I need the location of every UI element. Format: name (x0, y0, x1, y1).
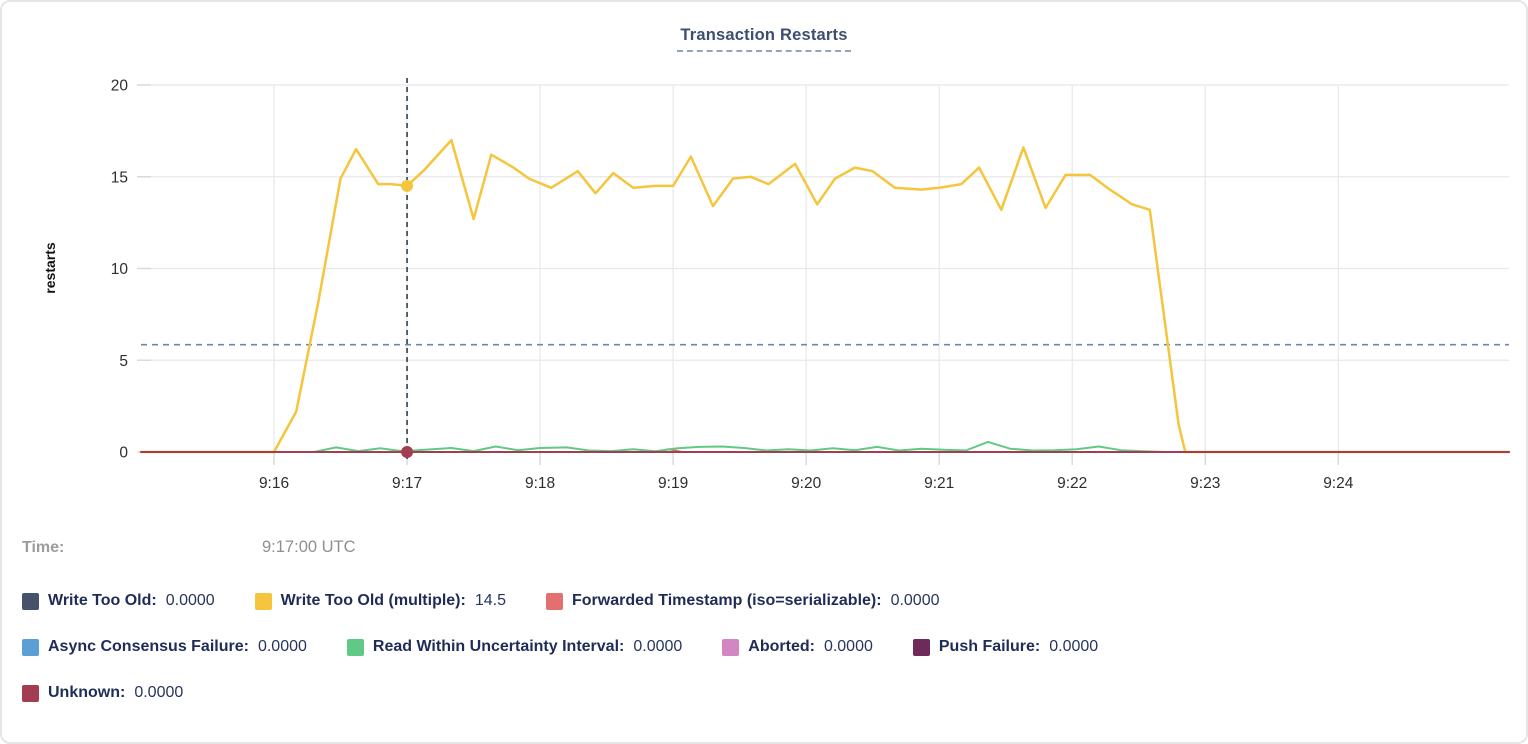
series-line-read-within-uncertainty-interval (140, 440, 1510, 453)
series-line-write-too-old-multiple (139, 138, 1511, 454)
legend-item: Unknown: 0.0000 (22, 684, 183, 702)
legend-row: Write Too Old: 0.0000 Write Too Old (multi… (22, 588, 1506, 614)
chart-title[interactable]: Transaction Restarts (677, 26, 851, 52)
x-tick-label: 9:21 (924, 475, 954, 492)
x-tick-label: 9:22 (1057, 475, 1087, 492)
crosshair-marker (401, 446, 414, 458)
x-tick-label: 9:16 (259, 475, 289, 492)
legend-item: Push Failure: 0.0000 (912, 638, 1099, 656)
legend-item: Async Consensus Failure: 0.0000 (22, 638, 307, 656)
legend-item: Write Too Old (multiple): 14.5 (254, 592, 506, 610)
legend-item: Forwarded Timestamp (iso=serializable): 0… (545, 592, 940, 610)
legend-swatch (22, 638, 39, 656)
chart-title-wrap: Transaction Restarts (2, 26, 1526, 52)
legend-swatch (346, 638, 364, 656)
legend-series-label: Write Too Old (multiple): (280, 592, 466, 609)
legend-series-label: Push Failure: (938, 638, 1041, 655)
legend-series-value: 0.0000 (633, 638, 683, 655)
x-tick-label: 9:20 (791, 475, 822, 492)
legend-series-value: 0.0000 (165, 592, 215, 609)
y-tick-label: 0 (119, 445, 128, 462)
crosshair-marker (401, 179, 414, 192)
legend-swatch (22, 684, 39, 702)
time-label: Time: (22, 539, 65, 556)
legend-series-value: 0.0000 (823, 638, 873, 655)
chart-plot[interactable]: 0 5 10 15 20 9:16 9:17 9:18 9:19 9:20 9:21 9:22 9:23… (2, 2, 1528, 507)
x-tick-label: 9:23 (1190, 475, 1220, 492)
y-tick-label: 10 (111, 261, 129, 278)
x-tick-label: 9:17 (392, 475, 422, 492)
legend-series-label: Unknown: (48, 684, 126, 701)
legend-series-label: Async Consensus Failure: (48, 638, 249, 655)
legend-series-label: Aborted: (748, 638, 815, 655)
legend-series-label: Forwarded Timestamp (iso=serializable): (571, 592, 882, 609)
legend-item: Read Within Uncertainty Interval: 0.0000 (346, 638, 683, 656)
time-row: Time: 9:17:00 UTC (22, 538, 1506, 564)
x-tick-label: 9:18 (525, 475, 555, 492)
legend-series-value: 0.0000 (257, 638, 307, 655)
y-axis-label: restarts (42, 242, 58, 294)
legend-swatch (545, 592, 563, 610)
y-tick-label: 15 (111, 169, 128, 186)
x-tick-label: 9:24 (1323, 475, 1354, 492)
legend-swatch (912, 638, 930, 656)
y-tick-label: 20 (111, 78, 129, 95)
legend-item: Aborted: 0.0000 (722, 638, 873, 656)
legend-series-value: 0.0000 (134, 684, 184, 701)
legend-item: Write Too Old: 0.0000 (22, 592, 215, 610)
legend-row: Async Consensus Failure: 0.0000 Read Withi… (22, 634, 1506, 660)
legend-swatch (722, 638, 740, 656)
legend-swatch (22, 592, 39, 610)
legend-series-label: Write Too Old: (48, 592, 157, 609)
x-tick-label: 9:19 (658, 475, 688, 492)
time-value: 9:17:00 UTC (262, 538, 356, 556)
legend-series-value: 0.0000 (890, 592, 940, 609)
legend-swatch (254, 592, 272, 610)
legend-series-value: 14.5 (474, 592, 506, 609)
y-tick-label: 5 (119, 353, 128, 370)
legend-row: Unknown: 0.0000 (22, 680, 1506, 706)
legend: Write Too Old: 0.0000 Write Too Old (multi… (22, 588, 1506, 706)
legend-series-value: 0.0000 (1049, 638, 1099, 655)
tooltip-readout: Time: 9:17:00 UTC Write Too Old: 0.0000 Wr… (22, 538, 1506, 726)
legend-series-label: Read Within Uncertainty Interval: (372, 638, 625, 655)
